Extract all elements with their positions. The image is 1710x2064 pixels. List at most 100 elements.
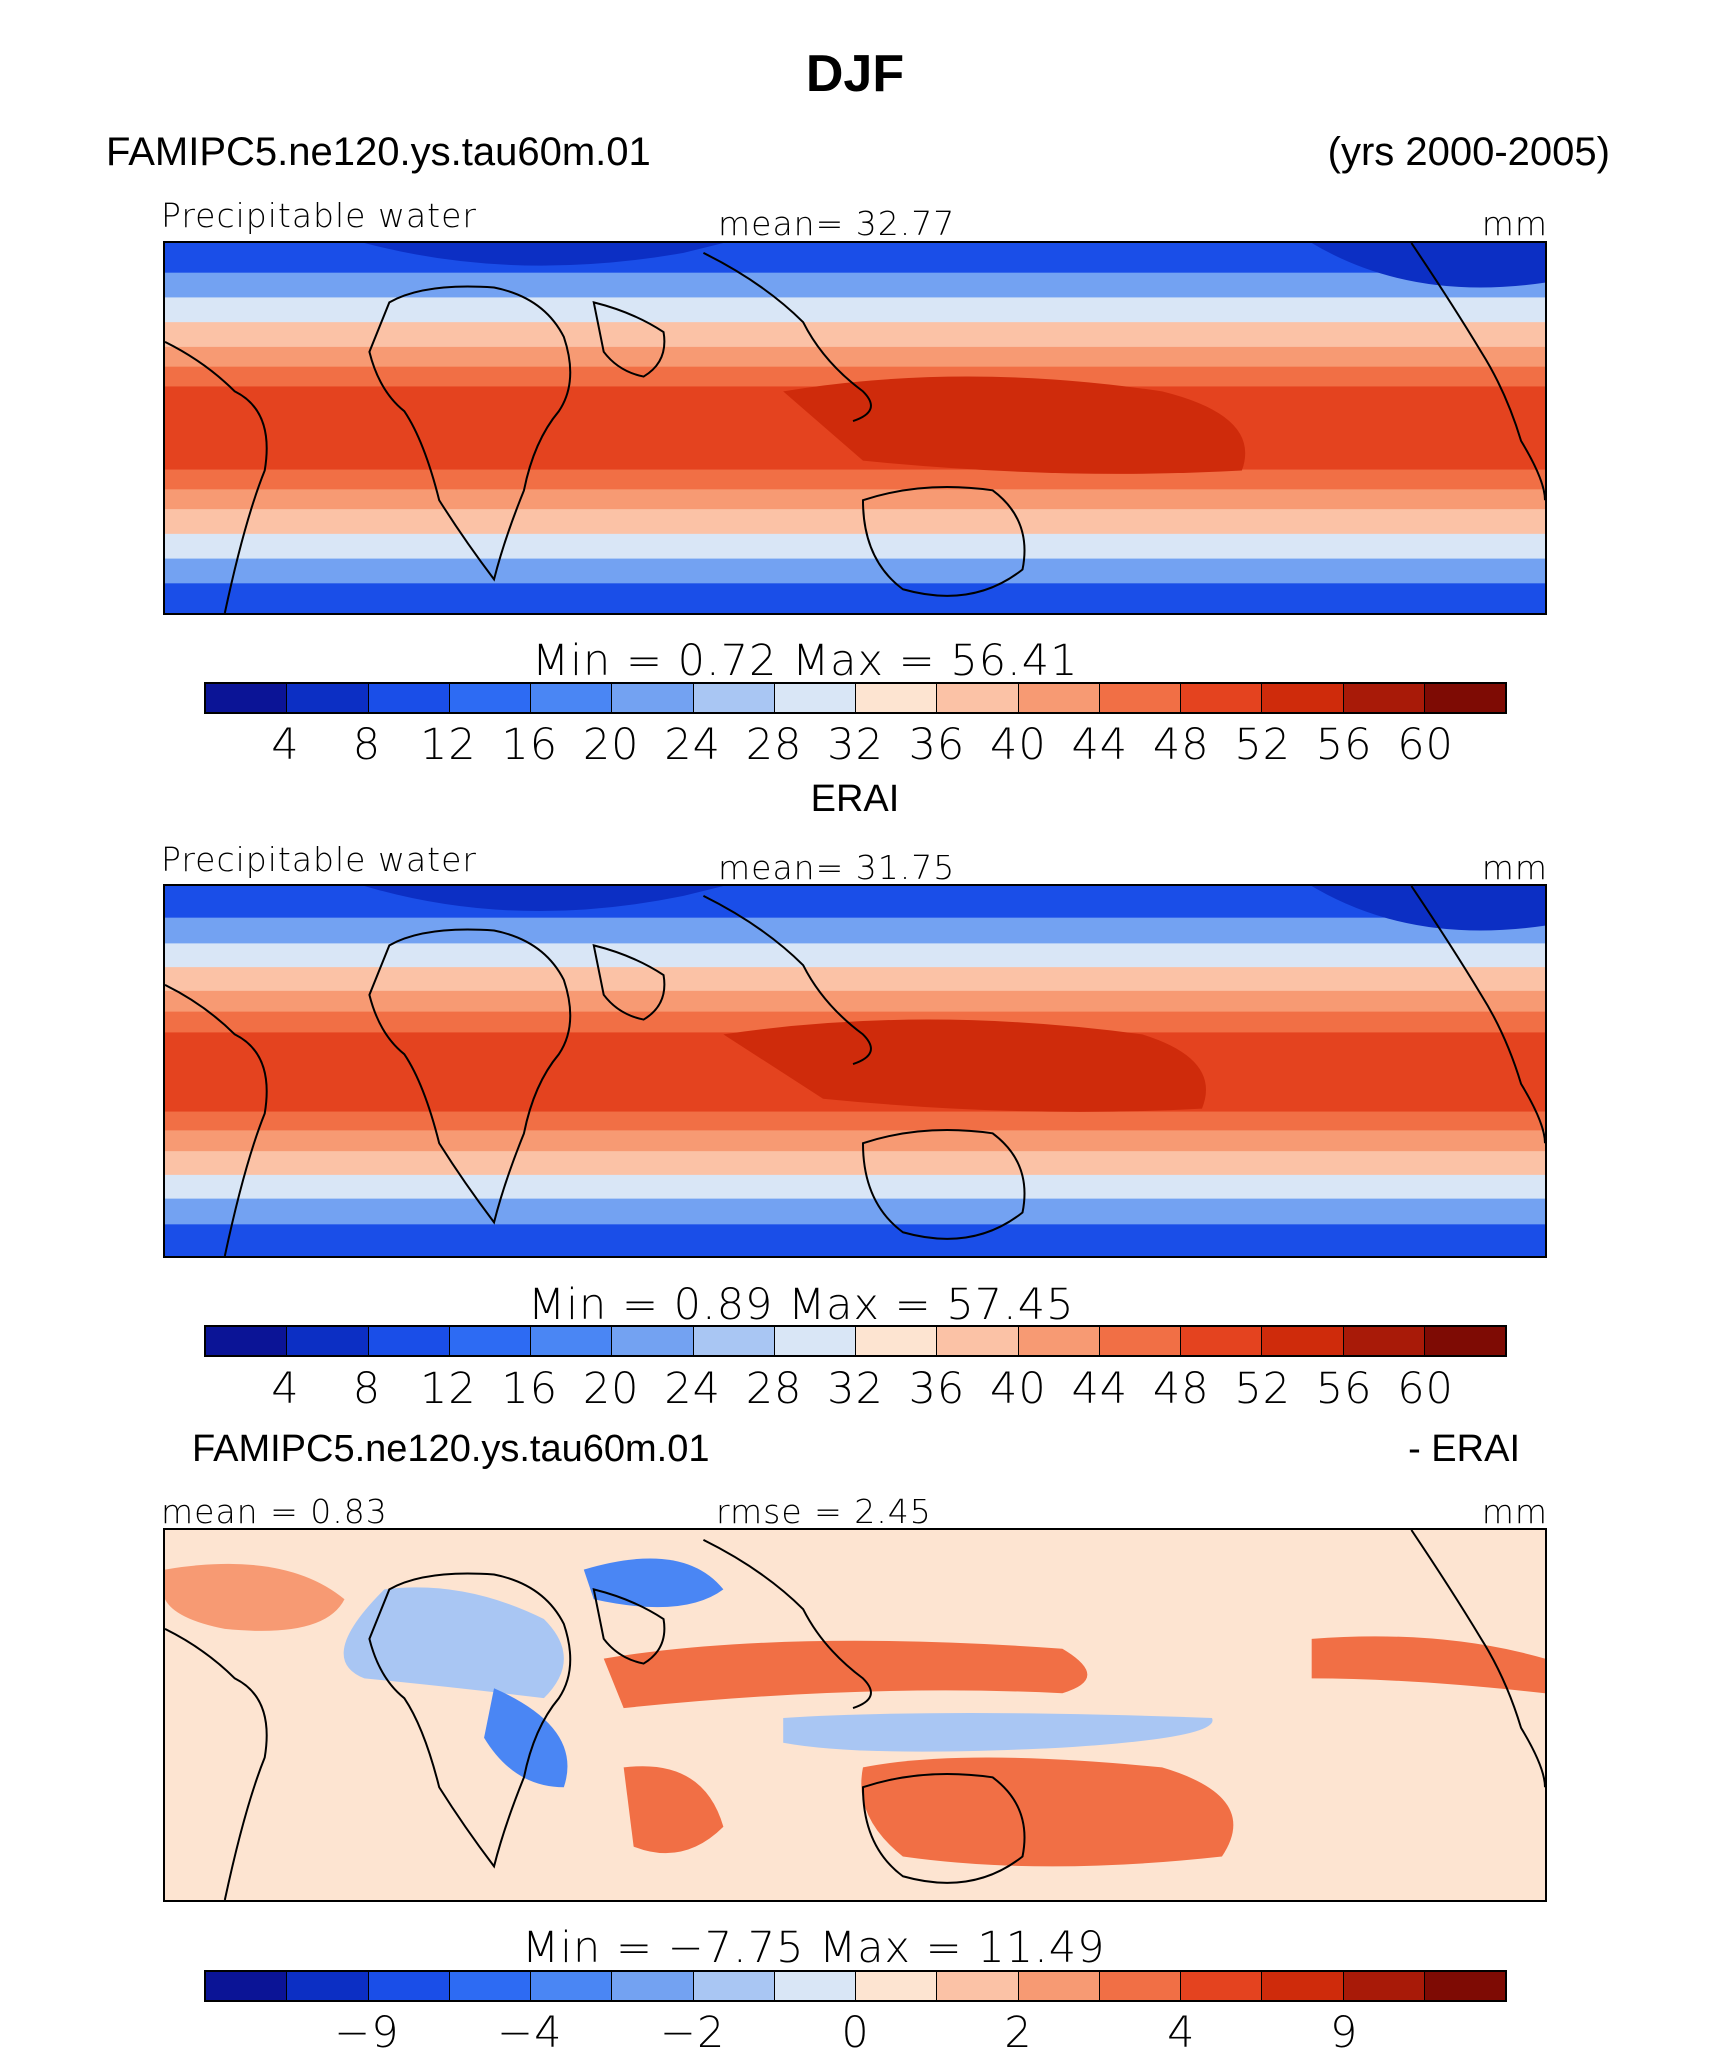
colorbar-tick-label: 36: [908, 720, 966, 770]
diff-pos: [861, 1757, 1234, 1867]
colorbar-swatch: [693, 684, 775, 712]
colorbar-swatch: [1343, 1972, 1425, 2000]
colorbar-tick-label: 32: [827, 720, 884, 770]
panel1-colorbar: [204, 682, 1507, 714]
colorbar-swatch: [531, 1327, 613, 1355]
colorbar-swatch: [1262, 1972, 1344, 2000]
colorbar-tick-label: 4: [1167, 2008, 1196, 2058]
panel2-map-svg: [165, 886, 1545, 1256]
colorbar-tick-label: −9: [334, 2008, 400, 2058]
colorbar-swatch: [1343, 684, 1425, 712]
colorbar-swatch: [449, 1972, 531, 2000]
panel1-map: [163, 241, 1547, 615]
colorbar-swatch: [1424, 1327, 1505, 1355]
panel3-colorbar: [204, 1970, 1507, 2002]
colorbar-tick-label: 36: [908, 1364, 966, 1414]
colorbar-swatch: [1343, 1327, 1425, 1355]
panel3-colorbar-ticks: −9 −4 −2 0 2 4 9: [204, 2008, 1507, 2058]
colorbar-tick-label: 60: [1397, 1364, 1454, 1414]
colorbar-tick-label: 16: [501, 1364, 559, 1414]
colorbar-swatch: [1424, 1972, 1505, 2000]
panel2-units: mm: [1481, 848, 1548, 887]
colorbar-swatch: [856, 1327, 938, 1355]
colorbar-tick-label: 4: [271, 720, 300, 770]
colorbar-swatch: [612, 684, 694, 712]
colorbar-swatch: [1099, 1972, 1181, 2000]
colorbar-tick-label: 28: [745, 1364, 803, 1414]
colorbar-swatch: [368, 1327, 450, 1355]
colorbar-swatch: [693, 1972, 775, 2000]
colorbar-tick-label: 52: [1234, 1364, 1292, 1414]
colorbar-swatch: [937, 1972, 1019, 2000]
coastlines: [165, 243, 1545, 613]
panel2-minmax: Min = 0.89 Max = 57.45: [528, 1280, 1075, 1330]
diff-pos: [623, 1766, 724, 1854]
colorbar-tick-label: 12: [419, 720, 477, 770]
diff-case-name: FAMIPC5.ne120.ys.tau60m.01: [192, 1428, 710, 1470]
colorbar-tick-label: 0: [841, 2008, 870, 2058]
diff-pos: [603, 1640, 1088, 1709]
warm-pool: [723, 1019, 1206, 1112]
colorbar-swatch: [531, 1972, 613, 2000]
colorbar-swatch: [937, 1327, 1019, 1355]
colorbar-swatch: [1181, 684, 1263, 712]
panel1-units: mm: [1481, 204, 1548, 243]
panel2-colorbar-ticks: 4 8 12 16 20 24 28 32 36 40 44 48 52 56 60: [204, 1364, 1507, 1414]
panel3-map-svg: [165, 1530, 1545, 1900]
diff-pos: [1311, 1636, 1545, 1694]
colorbar-swatch: [287, 1327, 369, 1355]
colorbar-swatch: [1018, 684, 1100, 712]
colorbar-swatch: [206, 684, 288, 712]
colorbar-tick-label: 56: [1315, 720, 1373, 770]
panel2-colorbar: [204, 1325, 1507, 1357]
colorbar-swatch: [368, 684, 450, 712]
colorbar-tick-label: 24: [664, 720, 721, 770]
colorbar-tick-label: −2: [659, 2008, 726, 2058]
colorbar-tick-label: 40: [990, 720, 1047, 770]
colorbar-swatch: [368, 1972, 450, 2000]
colorbar-swatch: [1262, 684, 1344, 712]
colorbar-swatch: [937, 684, 1019, 712]
colorbar-tick-label: 56: [1315, 1364, 1373, 1414]
colorbar-tick-label: 40: [990, 1364, 1047, 1414]
colorbar-swatch: [531, 684, 613, 712]
colorbar-tick-label: 28: [745, 720, 803, 770]
colorbar-swatch: [1018, 1327, 1100, 1355]
colorbar-swatch: [1181, 1972, 1263, 2000]
colorbar-tick-label: 52: [1234, 720, 1292, 770]
colorbar-tick-label: 44: [1071, 720, 1129, 770]
panel1-minmax: Min = 0.72 Max = 56.41: [532, 636, 1079, 686]
colorbar-swatch: [774, 1972, 856, 2000]
diff-neg: [343, 1587, 564, 1699]
colorbar-tick-label: 24: [664, 1364, 721, 1414]
years-range: (yrs 2000-2005): [1327, 130, 1610, 174]
colorbar-swatch: [449, 684, 531, 712]
colorbar-swatch: [449, 1327, 531, 1355]
colorbar-swatch: [1099, 684, 1181, 712]
panel2-variable-label: Precipitable water: [161, 840, 477, 879]
coastlines: [165, 886, 1545, 1256]
panel3-mean-label: mean = 0.83: [161, 1492, 388, 1531]
diff-minus-label: - ERAI: [1408, 1428, 1520, 1470]
diff-neg: [583, 1558, 724, 1608]
colorbar-tick-label: 12: [419, 1364, 477, 1414]
coastlines: [165, 1530, 1545, 1900]
colorbar-swatch: [1262, 1327, 1344, 1355]
colorbar-swatch: [612, 1327, 694, 1355]
colorbar-swatch: [1424, 684, 1505, 712]
panel1-map-svg: [165, 243, 1545, 613]
colorbar-swatch: [1099, 1327, 1181, 1355]
colorbar-swatch: [287, 1972, 369, 2000]
colorbar-tick-label: 20: [582, 1364, 640, 1414]
diff-neg: [484, 1688, 568, 1788]
dry-region: [1311, 886, 1545, 931]
panel1-colorbar-ticks: 4 8 12 16 20 24 28 32 36 40 44 48 52 56 60: [204, 720, 1507, 770]
panel3-minmax: Min = −7.75 Max = 11.49: [522, 1923, 1106, 1973]
colorbar-swatch: [774, 684, 856, 712]
top-case-name: FAMIPC5.ne120.ys.tau60m.01: [106, 130, 651, 174]
colorbar-swatch: [1181, 1327, 1263, 1355]
figure-title: DJF: [805, 45, 905, 103]
colorbar-tick-label: 8: [352, 1364, 382, 1414]
dry-region: [1311, 243, 1545, 288]
panel1-variable-label: Precipitable water: [161, 196, 477, 235]
